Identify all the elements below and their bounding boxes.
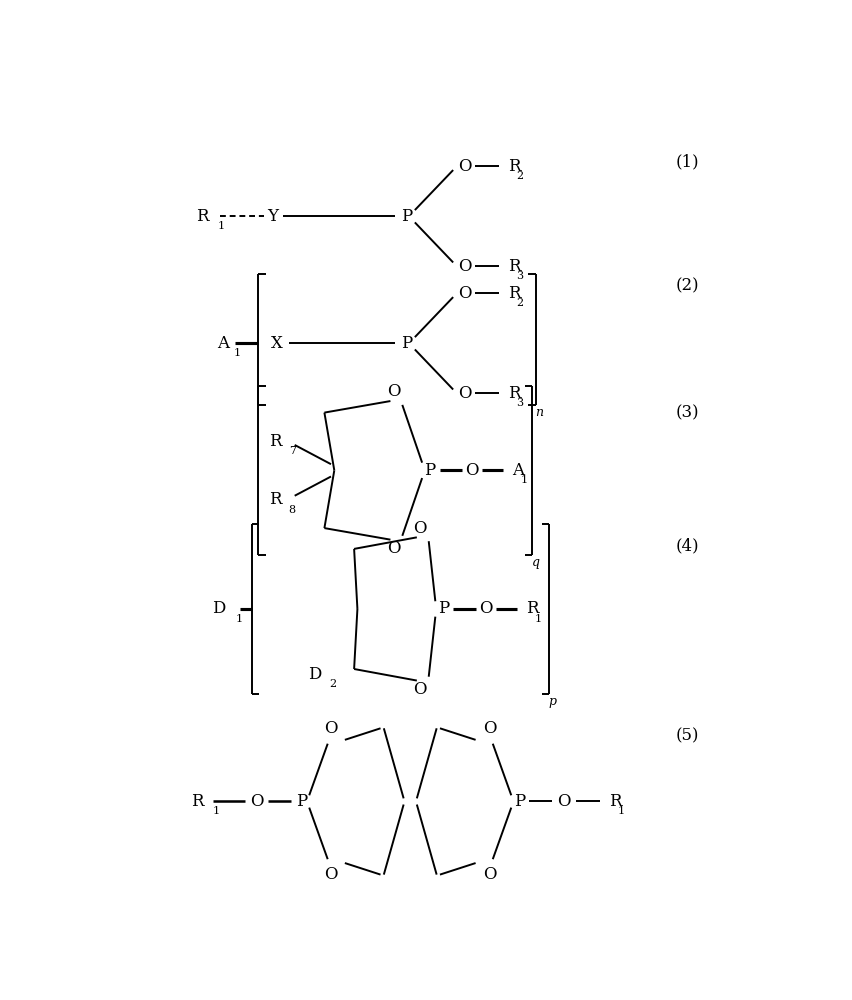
Text: 1: 1	[521, 475, 527, 485]
Text: O: O	[250, 793, 263, 810]
Text: O: O	[413, 681, 427, 698]
Text: R: R	[508, 258, 521, 275]
Text: (3): (3)	[676, 404, 699, 421]
Text: 8: 8	[289, 505, 296, 515]
Text: P: P	[438, 600, 449, 617]
Text: P: P	[401, 335, 412, 352]
Text: P: P	[514, 793, 525, 810]
Text: O: O	[387, 540, 400, 557]
Text: R: R	[508, 158, 521, 175]
Text: (2): (2)	[676, 277, 699, 294]
Text: n: n	[535, 406, 543, 419]
Text: O: O	[458, 385, 472, 402]
Text: P: P	[424, 462, 435, 479]
Text: O: O	[387, 383, 400, 400]
Text: O: O	[483, 720, 496, 737]
Text: D: D	[212, 600, 225, 617]
Text: R: R	[609, 793, 621, 810]
Text: 7: 7	[289, 446, 296, 456]
Text: (5): (5)	[676, 728, 699, 744]
Text: O: O	[557, 793, 571, 810]
Text: X: X	[271, 335, 283, 352]
Text: (4): (4)	[676, 537, 699, 554]
Text: 2: 2	[330, 679, 337, 689]
Text: D: D	[308, 666, 321, 683]
Text: 1: 1	[535, 614, 542, 624]
Text: O: O	[480, 600, 493, 617]
Text: P: P	[296, 793, 307, 810]
Text: O: O	[483, 866, 496, 883]
Text: R: R	[508, 285, 521, 302]
Text: (1): (1)	[676, 154, 699, 171]
Text: R: R	[196, 208, 209, 225]
Text: R: R	[508, 385, 521, 402]
Text: 1: 1	[233, 348, 240, 358]
Text: R: R	[191, 793, 204, 810]
Text: 1: 1	[618, 806, 625, 816]
Text: O: O	[325, 720, 337, 737]
Text: O: O	[458, 258, 472, 275]
Text: 3: 3	[516, 398, 524, 408]
Text: 3: 3	[516, 271, 524, 281]
Text: P: P	[401, 208, 412, 225]
Text: 2: 2	[516, 298, 524, 308]
Text: q: q	[532, 556, 540, 569]
Text: R: R	[527, 600, 539, 617]
Text: A: A	[512, 462, 524, 479]
Text: O: O	[458, 158, 472, 175]
Text: p: p	[549, 695, 557, 708]
Text: O: O	[465, 462, 478, 479]
Text: O: O	[458, 285, 472, 302]
Text: 1: 1	[235, 614, 242, 624]
Text: R: R	[269, 433, 281, 450]
Text: R: R	[269, 491, 281, 508]
Text: A: A	[217, 335, 229, 352]
Text: O: O	[413, 520, 427, 537]
Text: 1: 1	[217, 221, 225, 231]
Text: 2: 2	[516, 171, 524, 181]
Text: Y: Y	[268, 208, 279, 225]
Text: 1: 1	[212, 806, 219, 816]
Text: O: O	[325, 866, 337, 883]
